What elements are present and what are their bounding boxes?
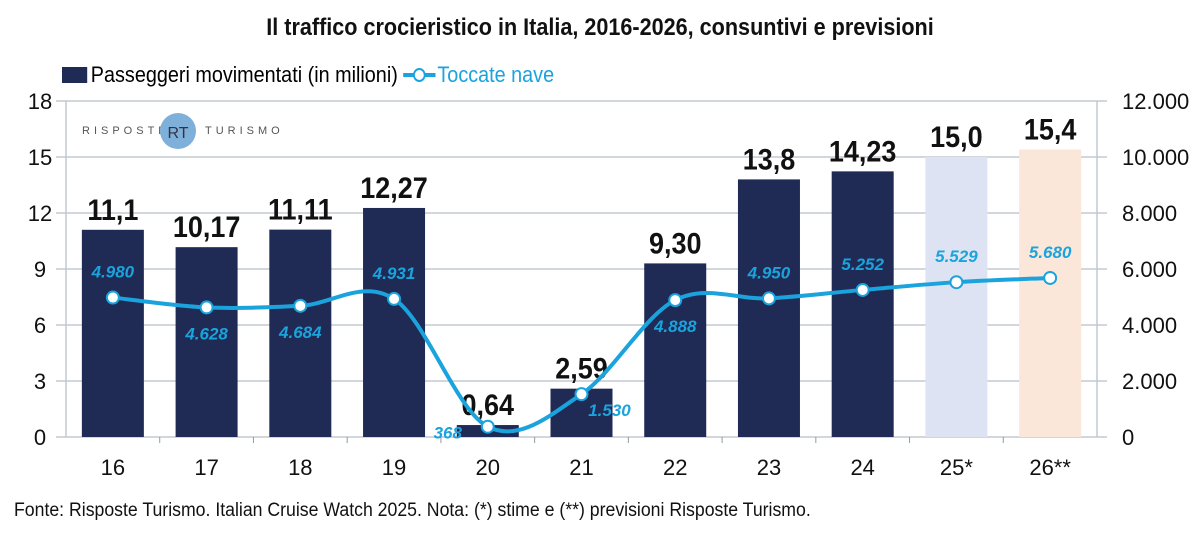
x-tick-label: 24 <box>850 455 874 480</box>
bar-value-label: 12,27 <box>360 172 428 206</box>
line-point-25* <box>949 275 964 290</box>
y-left-tick-label: 15 <box>28 145 52 170</box>
line-point-26** <box>1043 270 1058 285</box>
bar-value-label: 11,11 <box>268 193 333 227</box>
line-value-label: 4.950 <box>747 263 791 282</box>
y-right-tick-label: 6.000 <box>1122 257 1177 282</box>
y-left-tick-label: 9 <box>34 257 46 282</box>
bar-value-label: 15,4 <box>1024 113 1077 147</box>
bar-17 <box>175 247 238 437</box>
bar-value-label: 0,64 <box>462 389 515 423</box>
line-point-21 <box>574 387 589 402</box>
x-tick-label: 26** <box>1029 455 1071 480</box>
bar-value-label: 14,23 <box>829 135 897 169</box>
y-right-tick-label: 8.000 <box>1122 201 1177 226</box>
line-value-label: 4.888 <box>653 317 697 336</box>
y-right-tick-label: 2.000 <box>1122 369 1177 394</box>
y-right-tick-label: 12.000 <box>1122 89 1189 114</box>
line-point-20 <box>480 419 495 434</box>
line-value-label: 4.628 <box>184 324 228 343</box>
legend: Passeggeri movimentati (in milioni) Tocc… <box>62 62 554 88</box>
y-left-tick-label: 6 <box>34 313 46 338</box>
x-tick-label: 19 <box>382 455 406 480</box>
y-left-tick-label: 0 <box>34 425 46 450</box>
bar-value-label: 11,1 <box>87 194 138 228</box>
y-right-tick-label: 4.000 <box>1122 313 1177 338</box>
line-point-19 <box>387 291 402 306</box>
y-left-tick-label: 18 <box>28 89 52 114</box>
x-tick-label: 22 <box>663 455 687 480</box>
bar-26** <box>1019 149 1082 438</box>
bar-25* <box>925 157 988 437</box>
legend-line-label: Toccate nave <box>437 62 555 87</box>
logo-monogram: RT <box>167 125 188 142</box>
line-value-label: 5.252 <box>841 255 884 274</box>
bar-23 <box>737 179 800 437</box>
line-value-label: 5.529 <box>935 247 978 266</box>
x-tick-label: 18 <box>288 455 312 480</box>
logo-text-right: TURISMO <box>205 125 284 137</box>
x-tick-label: 21 <box>569 455 593 480</box>
y-right-tick-label: 0 <box>1122 425 1134 450</box>
bar-22 <box>644 263 707 437</box>
line-point-22 <box>668 293 683 308</box>
x-tick-label: 17 <box>194 455 218 480</box>
line-point-23 <box>761 291 776 306</box>
line-point-17 <box>199 300 214 315</box>
line-point-18 <box>293 298 308 313</box>
x-tick-label: 25* <box>940 455 973 480</box>
x-tick-label: 20 <box>476 455 500 480</box>
x-tick-label: 16 <box>101 455 125 480</box>
legend-bar-swatch <box>62 67 88 83</box>
y-left-tick-label: 12 <box>28 201 52 226</box>
legend-bar-label: Passeggeri movimentati (in milioni) <box>90 62 398 87</box>
line-value-label: 4.684 <box>278 323 322 342</box>
logo-icon <box>160 113 196 149</box>
line-value-label: 1.530 <box>588 401 631 420</box>
bar-value-label: 13,8 <box>743 143 796 177</box>
bar-value-label: 15,0 <box>930 121 983 155</box>
line-point-16 <box>105 290 120 305</box>
line-value-label: 368 <box>434 424 463 443</box>
bar-24 <box>831 171 894 437</box>
bar-value-label: 10,17 <box>173 211 241 245</box>
line-value-label: 5.680 <box>1029 243 1072 262</box>
bar-value-label: 9,30 <box>649 227 702 261</box>
y-left-tick-label: 3 <box>34 369 46 394</box>
x-tick-label: 23 <box>757 455 781 480</box>
bar-16 <box>81 229 144 437</box>
y-right-tick-label: 10.000 <box>1122 145 1189 170</box>
logo-text-left: RISPOSTE <box>82 125 170 137</box>
line-value-label: 4.980 <box>91 263 135 282</box>
line-value-label: 4.931 <box>372 264 416 283</box>
legend-line-swatch <box>403 68 436 82</box>
bar-18 <box>269 229 332 437</box>
chart-title: Il traffico crocieristico in Italia, 201… <box>266 14 934 41</box>
line-point-24 <box>855 282 870 297</box>
source-note: Fonte: Risposte Turismo. Italian Cruise … <box>14 500 811 521</box>
